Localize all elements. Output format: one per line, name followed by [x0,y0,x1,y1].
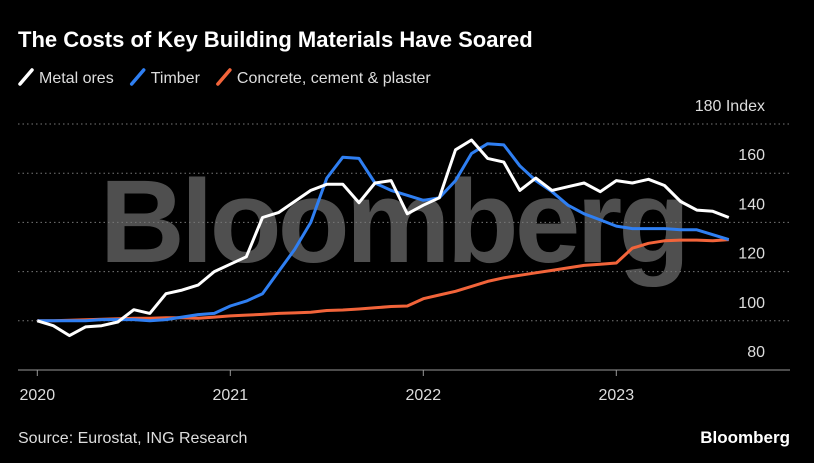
y-tick-label: 140 [738,196,765,213]
logo: Bloomberg [700,428,790,447]
legend-label: Metal ores [39,70,114,87]
legend-swatch [18,68,34,86]
x-tick-label: 2022 [406,387,442,404]
y-tick-label: 100 [738,295,765,312]
y-tick-label: 120 [738,246,765,263]
x-tick-label: 2021 [213,387,249,404]
legend-swatch [216,68,232,86]
legend: Metal ores Timber Concrete, cement & plast… [18,68,432,87]
y-tick-label: 160 [738,147,765,164]
series-line [37,142,730,323]
x-tick-label: 2020 [20,387,56,404]
legend-label: Concrete, cement & plaster [237,70,432,87]
legend-swatch [129,68,146,86]
x-tick-label: 2023 [599,387,635,404]
chart-title: The Costs of Key Building Materials Have… [18,27,533,52]
plot: 80 100 120 140 160 180 Index 2020 2021 2022 2023 [18,98,790,404]
source: Source: Eurostat, ING Research [18,430,247,447]
series-line [36,138,730,338]
legend-label: Timber [151,70,201,87]
series-line [37,238,729,323]
y-tick-label: 80 [747,344,765,361]
y-tick-label: 180 Index [695,98,765,115]
